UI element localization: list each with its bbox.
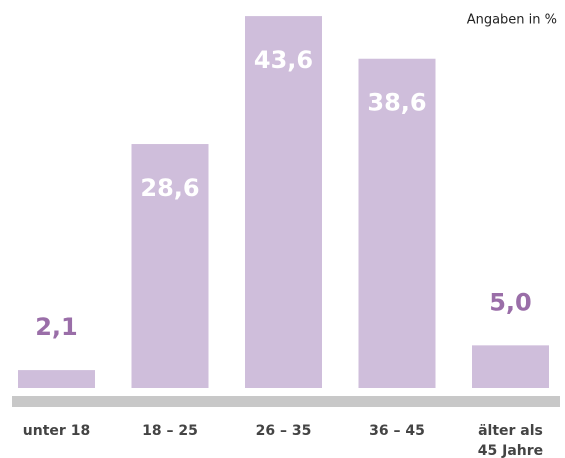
- bar: [472, 345, 549, 388]
- bar: [358, 58, 436, 388]
- x-tick-label: unter 18: [22, 423, 91, 439]
- annotation: Angaben in %: [467, 13, 557, 28]
- bar: [131, 144, 209, 388]
- value-label: 28,6: [140, 174, 199, 202]
- baseline: [12, 396, 560, 407]
- value-label: 5,0: [489, 288, 532, 316]
- value-label: 2,1: [35, 313, 78, 341]
- value-label: 38,6: [367, 89, 426, 117]
- value-label: 43,6: [254, 46, 313, 74]
- bar: [245, 16, 322, 388]
- bar: [18, 370, 95, 388]
- x-tick-label: 18 – 25: [142, 423, 198, 439]
- x-tick-label: 26 – 35: [255, 423, 312, 439]
- x-tick-label: 36 – 45: [369, 423, 425, 439]
- x-tick-label: älter als 45 Jahre: [477, 423, 544, 458]
